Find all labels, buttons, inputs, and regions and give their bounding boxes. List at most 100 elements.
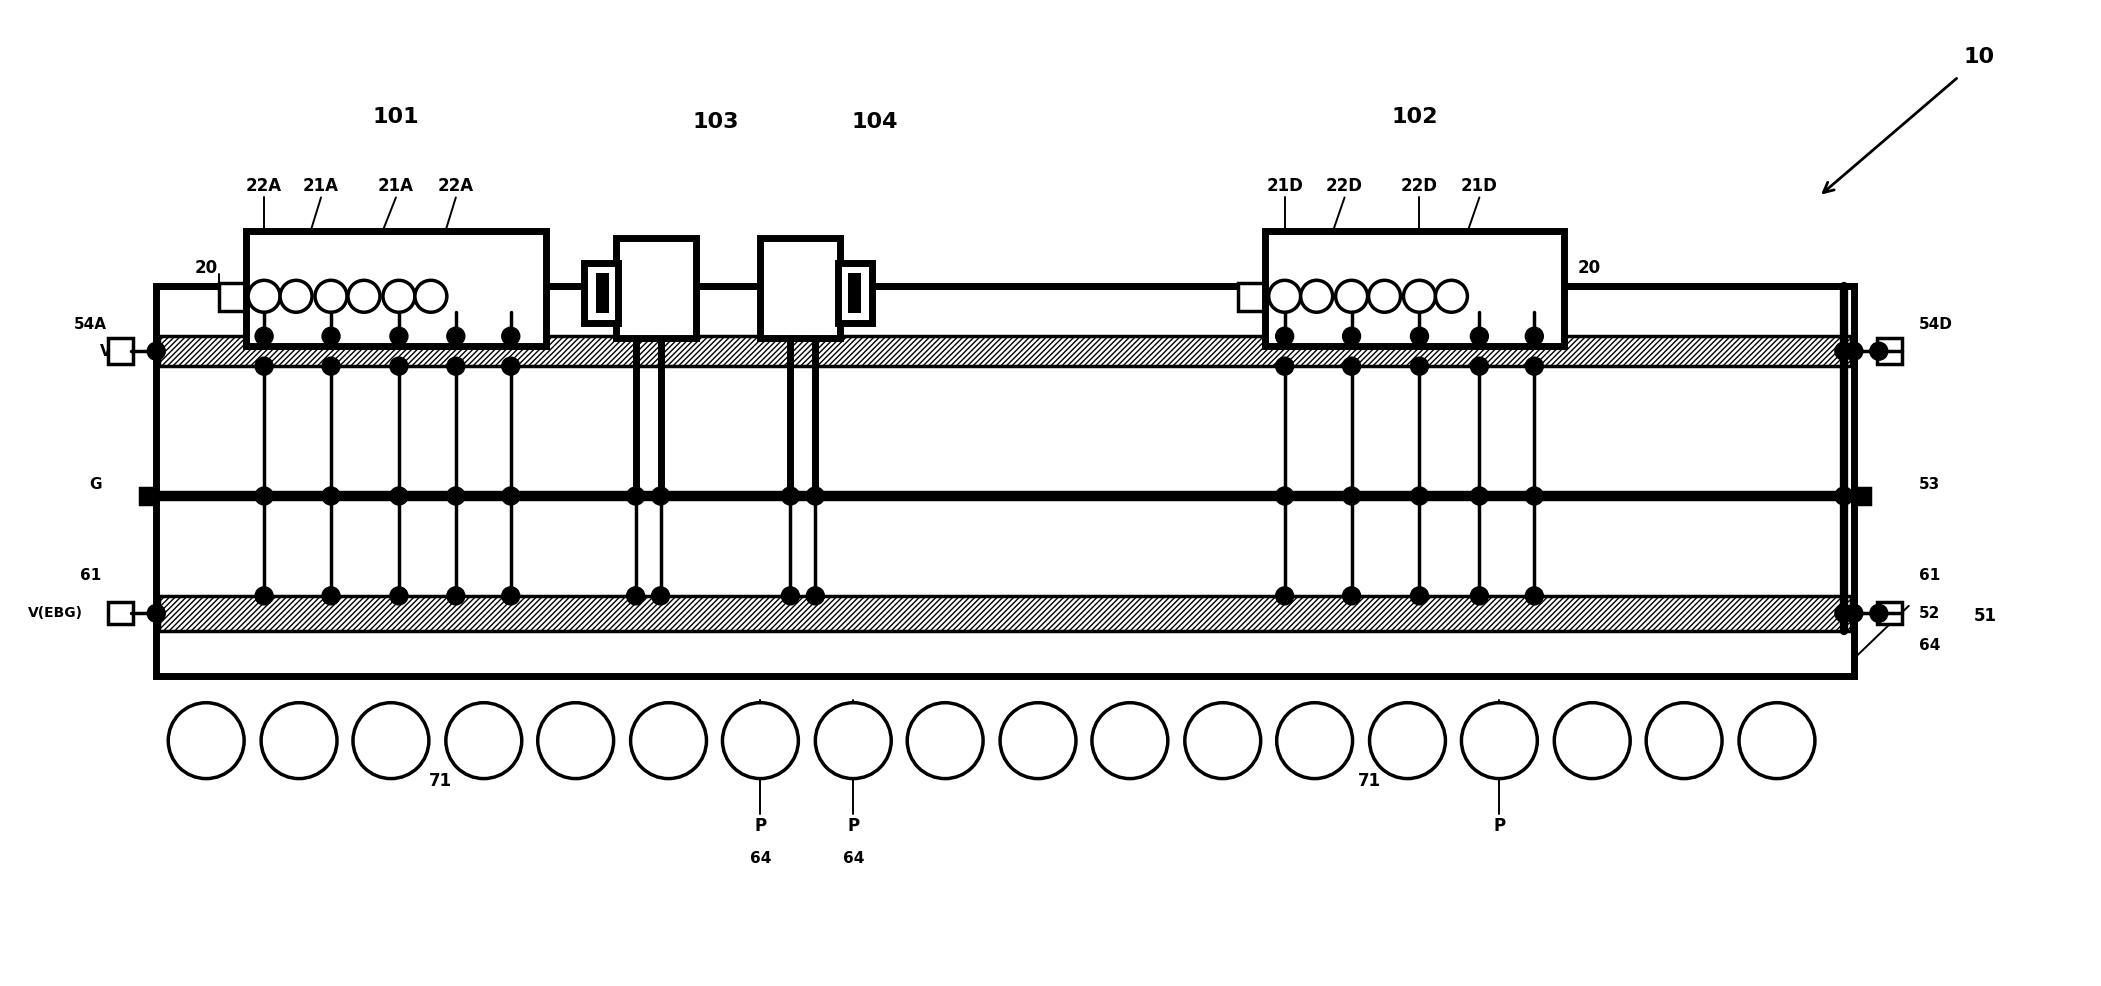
Text: P: P	[754, 816, 767, 834]
Bar	[1876, 602, 1901, 624]
Circle shape	[651, 487, 670, 505]
Bar	[1237, 283, 1538, 312]
Bar	[160, 596, 1851, 631]
Text: 22A: 22A	[246, 177, 282, 195]
Text: 102: 102	[1391, 106, 1437, 126]
Text: 20: 20	[195, 259, 219, 277]
Text: 22A: 22A	[437, 177, 475, 195]
Bar	[597, 273, 609, 314]
Circle shape	[1275, 487, 1294, 505]
Circle shape	[1301, 280, 1332, 313]
Bar	[849, 273, 861, 314]
Circle shape	[448, 327, 464, 345]
Circle shape	[626, 487, 645, 505]
Circle shape	[448, 357, 464, 375]
Circle shape	[1000, 703, 1076, 779]
Circle shape	[1403, 280, 1435, 313]
Bar	[160, 336, 1851, 366]
Circle shape	[1343, 587, 1361, 604]
Bar	[141, 488, 155, 504]
Circle shape	[1336, 280, 1368, 313]
Bar	[1265, 232, 1565, 346]
Circle shape	[445, 703, 521, 779]
Circle shape	[723, 703, 798, 779]
Circle shape	[1275, 357, 1294, 375]
Text: 54D: 54D	[1918, 317, 1952, 331]
Bar	[616, 239, 695, 338]
Circle shape	[502, 587, 519, 604]
Text: 52: 52	[1918, 605, 1939, 621]
Text: 71: 71	[429, 772, 452, 790]
Circle shape	[382, 280, 414, 313]
Circle shape	[1525, 327, 1544, 345]
Circle shape	[168, 703, 244, 779]
Circle shape	[279, 280, 313, 313]
Circle shape	[1525, 487, 1544, 505]
Circle shape	[1834, 604, 1853, 622]
Text: 104: 104	[853, 111, 899, 131]
Circle shape	[1410, 327, 1429, 345]
Circle shape	[815, 703, 891, 779]
Text: 20: 20	[1578, 259, 1601, 277]
Circle shape	[1834, 487, 1853, 505]
Circle shape	[908, 703, 983, 779]
Circle shape	[782, 487, 798, 505]
Circle shape	[502, 357, 519, 375]
Circle shape	[1277, 703, 1353, 779]
Circle shape	[1555, 703, 1630, 779]
Circle shape	[1471, 357, 1488, 375]
Circle shape	[502, 327, 519, 345]
Circle shape	[1093, 703, 1168, 779]
Circle shape	[502, 487, 519, 505]
Text: 101: 101	[372, 106, 420, 126]
Bar	[109, 338, 132, 364]
Text: 21D: 21D	[1460, 177, 1498, 195]
Circle shape	[651, 587, 670, 604]
Circle shape	[1834, 342, 1853, 360]
Text: P: P	[1494, 816, 1506, 834]
Circle shape	[254, 357, 273, 375]
Circle shape	[1410, 587, 1429, 604]
Circle shape	[391, 327, 408, 345]
Bar	[109, 602, 132, 624]
Text: 61: 61	[80, 568, 101, 584]
Circle shape	[1870, 604, 1889, 622]
Circle shape	[448, 487, 464, 505]
Circle shape	[261, 703, 336, 779]
Circle shape	[321, 587, 340, 604]
Text: 21A: 21A	[303, 177, 338, 195]
Bar	[155, 286, 1853, 675]
Circle shape	[1269, 280, 1301, 313]
Circle shape	[538, 703, 613, 779]
Circle shape	[321, 327, 340, 345]
Bar	[246, 232, 546, 346]
Circle shape	[807, 587, 824, 604]
Circle shape	[391, 357, 408, 375]
Circle shape	[391, 587, 408, 604]
Circle shape	[321, 357, 340, 375]
Text: 51: 51	[1973, 606, 1996, 625]
Circle shape	[248, 280, 279, 313]
Circle shape	[630, 703, 706, 779]
Bar	[219, 283, 519, 312]
Text: 103: 103	[691, 111, 740, 131]
Bar	[838, 263, 872, 323]
Circle shape	[1740, 703, 1815, 779]
Text: V: V	[99, 344, 111, 359]
Text: P: P	[847, 816, 859, 834]
Bar	[584, 263, 618, 323]
Circle shape	[254, 327, 273, 345]
Text: 22D: 22D	[1326, 177, 1364, 195]
Circle shape	[254, 487, 273, 505]
Text: 21A: 21A	[378, 177, 414, 195]
Circle shape	[1525, 587, 1544, 604]
Circle shape	[1343, 357, 1361, 375]
Circle shape	[1343, 487, 1361, 505]
Circle shape	[1410, 487, 1429, 505]
Text: 61: 61	[1918, 568, 1939, 584]
Circle shape	[147, 604, 166, 622]
Circle shape	[1845, 604, 1864, 622]
Text: G: G	[88, 476, 101, 491]
Text: 64: 64	[750, 851, 771, 866]
Circle shape	[414, 280, 448, 313]
